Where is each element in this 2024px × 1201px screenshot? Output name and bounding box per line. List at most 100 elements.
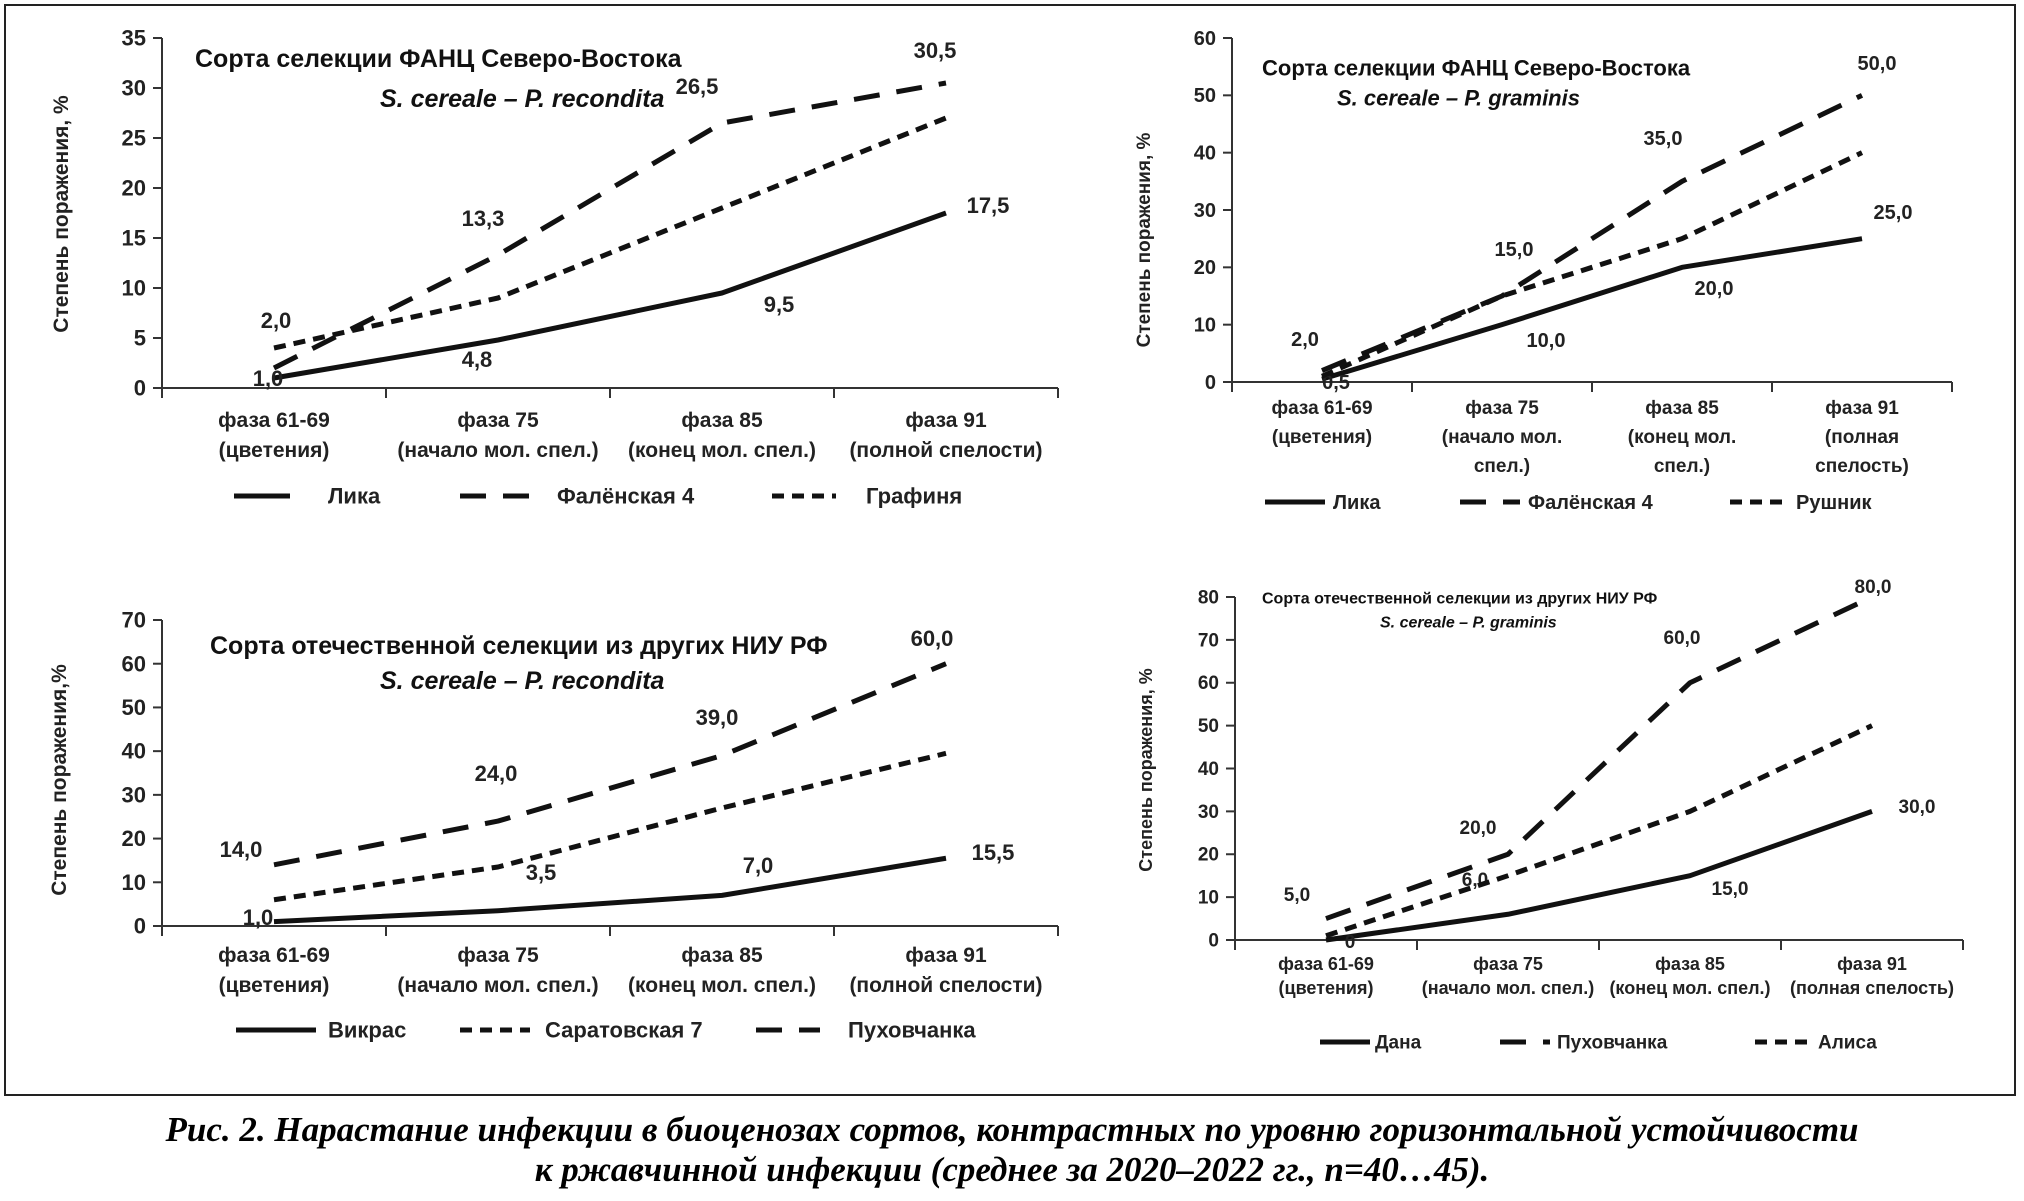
y-axis-label: Степень поражения, % — [50, 95, 73, 333]
x-tick-label: фаза 85 — [681, 409, 763, 432]
figure-frame — [4, 4, 2016, 1096]
legend-label: Графиня — [866, 484, 962, 509]
x-tick-label: фаза 61-69 — [1271, 398, 1372, 419]
data-label: 17,5 — [967, 193, 1010, 218]
x-tick-label: (цветения) — [219, 974, 330, 997]
series-line-2 — [1321, 93, 1864, 373]
legend-label: Рушник — [1796, 492, 1873, 514]
data-label: 24,0 — [475, 761, 518, 786]
x-tick-label: (полная — [1825, 427, 1899, 448]
series-line-3 — [1320, 150, 1864, 379]
y-tick-label: 20 — [122, 826, 146, 851]
data-label: 39,0 — [696, 705, 739, 730]
x-tick-label: фаза 61-69 — [218, 409, 330, 432]
x-tick-label: спелость) — [1815, 456, 1909, 477]
y-tick-label: 40 — [122, 739, 146, 764]
data-label: 26,5 — [676, 74, 719, 99]
y-tick-label: 50 — [1194, 85, 1216, 107]
y-tick-label: 60 — [1198, 673, 1219, 694]
series-line-1 — [273, 210, 947, 381]
y-tick-label: 60 — [122, 651, 146, 676]
y-tick-label: 50 — [122, 695, 146, 720]
chart-title: Сорта селекции ФАНЦ Северо-Востока — [195, 45, 683, 73]
data-label: 15,5 — [972, 840, 1015, 865]
x-tick-label: спел.) — [1654, 456, 1710, 477]
legend-label: Лика — [328, 484, 381, 509]
data-label: 10,0 — [1527, 330, 1566, 352]
x-tick-label: фаза 91 — [1837, 954, 1907, 974]
series-line-2 — [1325, 594, 1874, 921]
data-label: 9,5 — [764, 292, 795, 317]
chart-title: Сорта селекции ФАНЦ Северо-Востока — [1262, 56, 1691, 81]
y-tick-label: 70 — [1198, 630, 1219, 651]
x-tick-label: фаза 61-69 — [218, 944, 330, 967]
data-label: 0 — [1345, 932, 1356, 953]
data-label: 0,5 — [1322, 372, 1350, 394]
chart-subtitle: S. cereale – P. graminis — [1337, 86, 1580, 111]
series-line-2 — [272, 80, 947, 371]
chart-4: 0 10 20 30 40 50 60 70 80 фаза 61-69 (цветения) фаз… — [1136, 577, 1964, 1053]
data-label: 80,0 — [1855, 577, 1892, 598]
y-tick-label: 30 — [122, 782, 146, 807]
caption-line-1: Рис. 2. Нарастание инфекции в биоценозах… — [165, 1110, 1859, 1149]
caption-line-2: к ржавчинной инфекции (среднее за 2020–2… — [534, 1150, 1490, 1189]
data-label: 13,3 — [462, 206, 505, 231]
legend-label: Викрас — [328, 1018, 406, 1043]
data-label: 1,0 — [253, 366, 284, 391]
y-tick-label: 0 — [1208, 930, 1219, 951]
series-line-2 — [273, 750, 947, 903]
x-tick-label: (начало мол. спел.) — [397, 974, 598, 997]
x-tick-label: фаза 85 — [681, 944, 763, 967]
y-tick-label: 30 — [1198, 802, 1219, 823]
x-tick-label: (полная спелость) — [1790, 978, 1954, 998]
y-tick-label: 15 — [122, 226, 146, 251]
x-tick-label: фаза 85 — [1655, 954, 1725, 974]
legend-label: Пуховчанка — [1557, 1032, 1668, 1053]
legend-label: Алиса — [1818, 1032, 1877, 1053]
legend-label: Пуховчанка — [848, 1018, 976, 1043]
chart-2: 0 10 20 30 40 50 60 фаза 61-69 (цветения) фаза 75… — [1134, 28, 1953, 514]
x-tick-label: фаза 91 — [1825, 398, 1899, 419]
x-tick-label: фаза 75 — [457, 409, 539, 432]
y-tick-label: 5 — [134, 326, 146, 351]
data-label: 5,0 — [1284, 885, 1310, 906]
legend-label: Фалёнская 4 — [1528, 492, 1654, 514]
chart-1: 0 5 10 15 20 25 30 35 фаза 61-69 (цветения) фаза 7… — [50, 26, 1059, 509]
x-tick-label: (конец мол. — [1628, 427, 1736, 448]
data-label: 15,0 — [1712, 879, 1749, 900]
chart-subtitle: S. cereale – P. graminis — [1380, 615, 1557, 632]
x-tick-label: фаза 75 — [1473, 954, 1543, 974]
data-label: 30,0 — [1899, 797, 1936, 818]
x-tick-label: (начало мол. спел.) — [397, 439, 598, 462]
series-line-3 — [273, 661, 947, 868]
x-tick-label: (начало мол. спел.) — [1422, 978, 1594, 998]
y-tick-label: 30 — [122, 76, 146, 101]
y-axis-label: Степень поражения,% — [48, 664, 71, 896]
chart-3: 0 10 20 30 40 50 60 70 фаза 61-69 (цветения) фаза … — [48, 608, 1059, 1043]
legend-label: Лика — [1333, 492, 1381, 514]
x-tick-label: фаза 91 — [905, 944, 987, 967]
y-tick-label: 20 — [122, 176, 146, 201]
data-label: 20,0 — [1695, 278, 1734, 300]
y-tick-label: 0 — [134, 914, 146, 939]
y-tick-label: 50 — [1198, 716, 1219, 737]
series-line-1 — [1325, 809, 1873, 943]
x-tick-label: (конец мол. спел.) — [628, 439, 816, 462]
y-tick-label: 35 — [122, 26, 146, 51]
data-label: 20,0 — [1460, 818, 1497, 839]
y-tick-label: 10 — [122, 276, 146, 301]
y-tick-label: 10 — [122, 870, 146, 895]
figure-caption: Рис. 2. Нарастание инфекции в биоценозах… — [0, 1110, 2024, 1190]
x-tick-label: фаза 75 — [1465, 398, 1539, 419]
series-line-1 — [273, 855, 947, 925]
data-label: 1,0 — [243, 905, 274, 930]
y-tick-label: 25 — [122, 126, 146, 151]
x-tick-label: фаза 91 — [905, 409, 987, 432]
y-tick-label: 10 — [1194, 315, 1216, 337]
y-tick-label: 20 — [1198, 845, 1219, 866]
legend-label: Саратовская 7 — [545, 1018, 703, 1043]
charts-canvas: 0 5 10 15 20 25 30 35 фаза 61-69 (цветения) фаза 7… — [48, 26, 1964, 1053]
data-label: 15,0 — [1495, 239, 1534, 261]
y-tick-label: 80 — [1198, 587, 1219, 608]
legend-label: Дана — [1375, 1032, 1422, 1053]
